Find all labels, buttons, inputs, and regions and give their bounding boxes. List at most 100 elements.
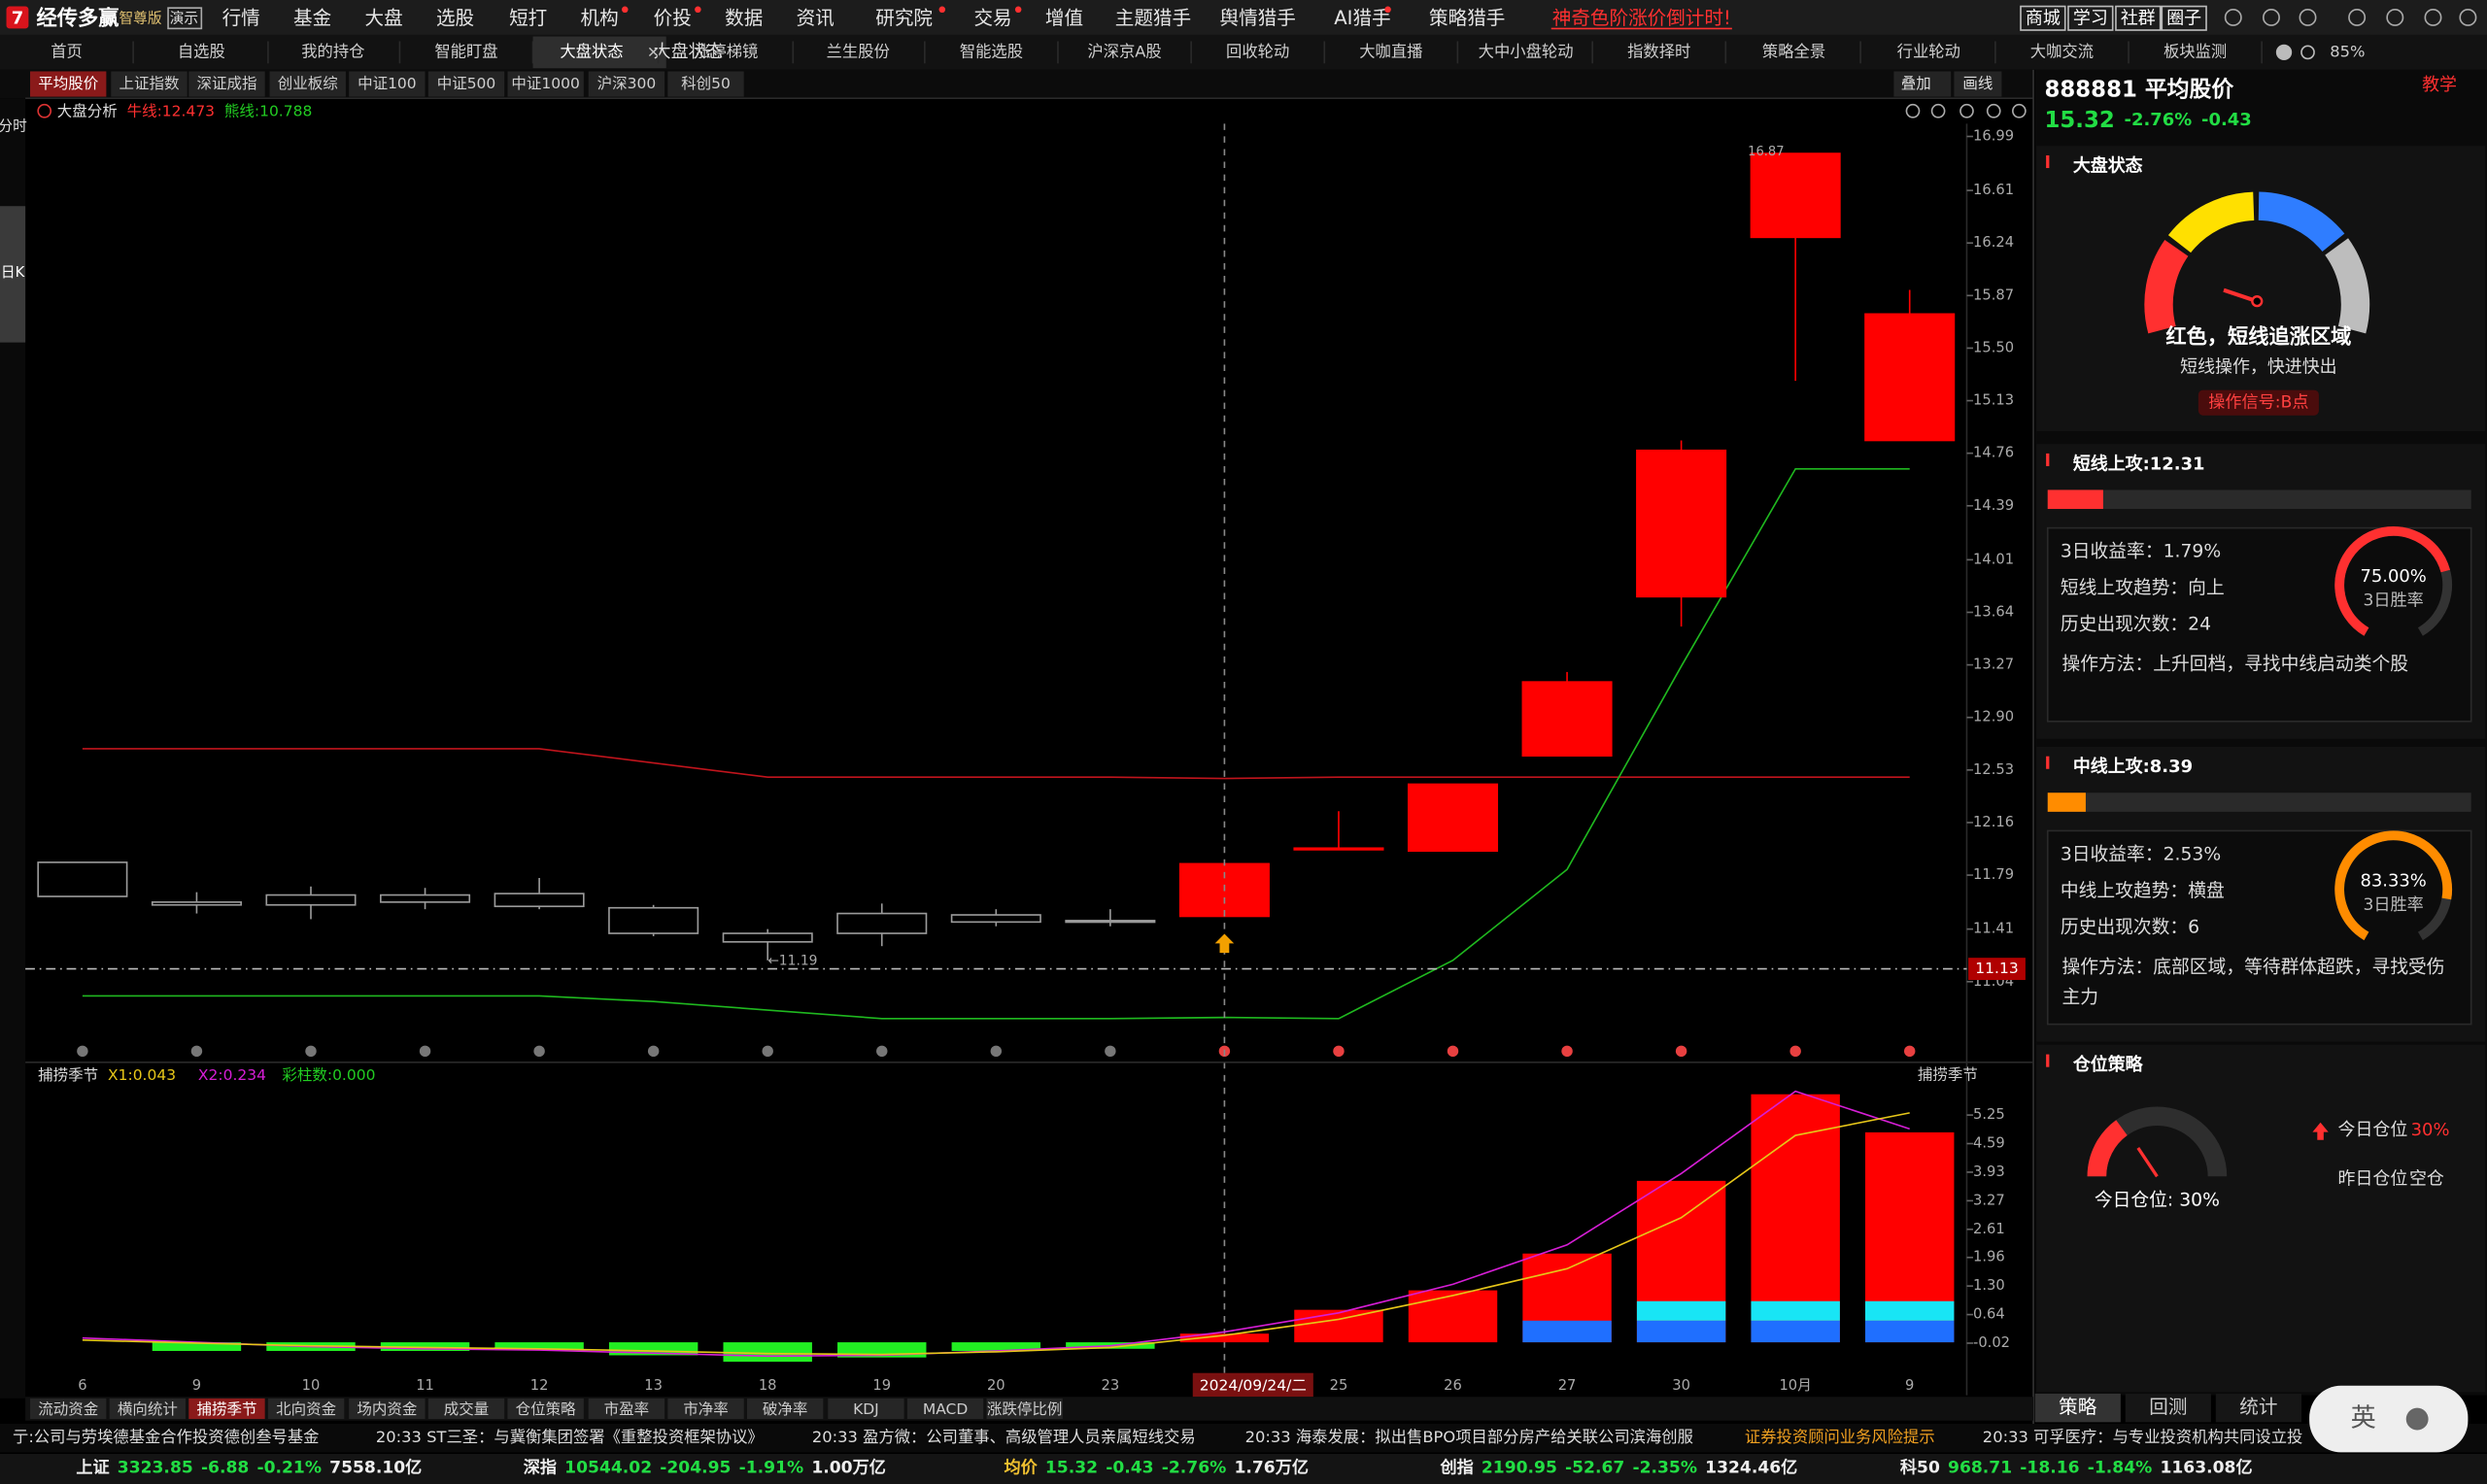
- side-tab[interactable]: 分时: [0, 118, 27, 135]
- method-line: 操作方法：上升回档，寻找中线启动类个股: [2061, 654, 2408, 675]
- menu-item[interactable]: 增值: [1045, 7, 1083, 29]
- menu-item[interactable]: 短打: [509, 7, 547, 29]
- indicator-bar: [1179, 1333, 1270, 1343]
- tab[interactable]: 智能盯盘: [434, 42, 497, 60]
- index-tab[interactable]: 中证1000: [511, 75, 579, 92]
- side-tab[interactable]: 日K: [1, 264, 25, 281]
- index-tab[interactable]: 沪深300: [597, 75, 657, 92]
- tab[interactable]: 回收轮动: [1226, 42, 1289, 60]
- menu-item[interactable]: 策略猎手: [1429, 7, 1505, 29]
- status-name: 创指: [1439, 1458, 1473, 1478]
- top-button[interactable]: 社群: [2121, 9, 2156, 29]
- ticker-bar: [0, 1423, 2487, 1453]
- ticker-item[interactable]: 20:33 ST三圣：与冀衡集团签署《重整投资框架协议》: [376, 1428, 764, 1446]
- signal-dot: [1675, 1045, 1687, 1058]
- index-tab[interactable]: 中证100: [358, 75, 417, 92]
- tab[interactable]: 大中小盘轮动: [1479, 42, 1574, 60]
- ime-icon: [2405, 1407, 2429, 1431]
- index-tab[interactable]: 科创50: [681, 75, 731, 92]
- teach-link[interactable]: 教学: [2422, 75, 2457, 95]
- promo[interactable]: 神奇色阶涨价倒计时!: [1552, 7, 1731, 29]
- bottom-tab[interactable]: 仓位策略: [516, 1400, 577, 1418]
- index-tab[interactable]: 平均股价: [38, 75, 99, 92]
- tab[interactable]: 首页: [51, 42, 83, 60]
- menu-item[interactable]: 舆情猎手: [1220, 7, 1296, 29]
- bottom-tab[interactable]: 流动资金: [38, 1400, 99, 1418]
- panel-tab[interactable]: 统计: [2239, 1396, 2277, 1418]
- bottom-tab[interactable]: 市盈率: [604, 1400, 650, 1418]
- signal-button-bg: [2197, 389, 2319, 416]
- bottom-tab[interactable]: 成交量: [444, 1400, 490, 1418]
- stock-name: 888881 平均股价: [2044, 77, 2233, 103]
- ime-label[interactable]: 英: [2351, 1404, 2376, 1433]
- bottom-tab[interactable]: 破净率: [763, 1400, 808, 1418]
- x-tick-label: 25: [1330, 1377, 1348, 1394]
- tab[interactable]: 我的持仓: [301, 42, 364, 60]
- tab[interactable]: 智能选股: [960, 42, 1023, 60]
- menu-item[interactable]: 交易: [973, 7, 1011, 29]
- ticker-item[interactable]: 20:33 可孚医疗：与专业投资机构共同设立投: [1983, 1428, 2303, 1446]
- stat-line: 历史出现次数：24: [2061, 614, 2211, 635]
- bottom-tab[interactable]: 横向统计: [118, 1400, 178, 1418]
- tab[interactable]: 大咖交流: [2030, 42, 2094, 60]
- menu-item[interactable]: 价投: [654, 7, 692, 29]
- panel-tab[interactable]: 回测: [2149, 1396, 2187, 1418]
- ticker-item[interactable]: 20:33 海泰发展：拟出售BPO项目部分房产给关联公司滨海创服: [1245, 1428, 1693, 1446]
- candle-body: [608, 906, 699, 934]
- logo-mark: 7: [12, 9, 23, 29]
- index-tab[interactable]: 创业板综: [278, 75, 339, 92]
- signal-dot: [533, 1045, 545, 1058]
- menu-item[interactable]: 机构: [581, 7, 619, 29]
- menu-item[interactable]: 数据: [725, 7, 763, 29]
- panel-tab-bg: [2125, 1393, 2211, 1423]
- bottom-tab[interactable]: KDJ: [853, 1400, 879, 1418]
- tool[interactable]: 画线: [1962, 75, 1993, 92]
- bottom-tab[interactable]: 市净率: [683, 1400, 729, 1418]
- tab[interactable]: 指数择时: [1627, 42, 1690, 60]
- signal-button[interactable]: 操作信号:B点: [2208, 393, 2308, 413]
- top-button[interactable]: 商城: [2026, 9, 2061, 29]
- tab[interactable]: 板块监测: [2163, 42, 2227, 60]
- tab[interactable]: 涨停梯镜: [695, 42, 758, 60]
- y-tick-label: 3.27: [1973, 1192, 2005, 1208]
- tab[interactable]: 大盘状态: [560, 42, 623, 60]
- ticker-item[interactable]: 亍:公司与劳埃德基金合作投资德创叁号基金: [13, 1428, 319, 1446]
- tab[interactable]: 行业轮动: [1897, 42, 1960, 60]
- bottom-tab[interactable]: 捕捞季节: [196, 1400, 256, 1418]
- bars-label: 彩柱数:0.000: [282, 1065, 375, 1083]
- chart-tool-icon: [2012, 103, 2027, 118]
- menu-item[interactable]: 主题猎手: [1115, 7, 1191, 29]
- menu-item[interactable]: AI猎手: [1334, 7, 1390, 29]
- panel-tab-bg: [2034, 1393, 2121, 1423]
- menu-item[interactable]: 研究院: [875, 7, 933, 29]
- tab[interactable]: 大咖直播: [1359, 42, 1422, 60]
- tab[interactable]: 策略全景: [1762, 42, 1825, 60]
- bottom-tab[interactable]: 涨跌停比例: [987, 1400, 1063, 1418]
- bottom-tab[interactable]: MACD: [923, 1400, 969, 1418]
- ticker-item[interactable]: 证券投资顾问业务风险提示: [1745, 1428, 1935, 1446]
- index-tab[interactable]: 中证500: [437, 75, 496, 92]
- indicator-bar: [951, 1342, 1041, 1352]
- menu-item[interactable]: 资讯: [797, 7, 835, 29]
- panel-tab[interactable]: 策略: [2059, 1396, 2097, 1418]
- bottom-tab[interactable]: 北向资金: [276, 1400, 337, 1418]
- menu-item[interactable]: 选股: [436, 7, 474, 29]
- ticker-item[interactable]: 20:33 盈方微：公司董事、高级管理人员亲属短线交易: [812, 1428, 1196, 1446]
- tab[interactable]: 兰生股份: [827, 42, 890, 60]
- top-button[interactable]: 学习: [2073, 9, 2108, 29]
- index-tab[interactable]: 上证指数: [119, 75, 180, 92]
- tool[interactable]: 叠加: [1901, 75, 1931, 92]
- status-bar: [0, 1453, 2487, 1484]
- bottom-tab[interactable]: 场内资金: [357, 1400, 418, 1418]
- quote-chg: -0.43: [2201, 110, 2252, 130]
- top-button[interactable]: 圈子: [2166, 9, 2201, 29]
- tab[interactable]: 自选股: [178, 42, 225, 60]
- menu-item[interactable]: 大盘: [365, 7, 403, 29]
- bottom-tab-bg: [427, 1398, 505, 1420]
- menu-item[interactable]: 基金: [293, 7, 332, 29]
- status-value: -52.67: [1565, 1459, 1624, 1478]
- menu-item[interactable]: 行情: [222, 7, 260, 29]
- index-tab[interactable]: 深证成指: [196, 75, 256, 92]
- tab[interactable]: 沪深京A股: [1087, 42, 1161, 60]
- status-value: -0.43: [1106, 1459, 1153, 1478]
